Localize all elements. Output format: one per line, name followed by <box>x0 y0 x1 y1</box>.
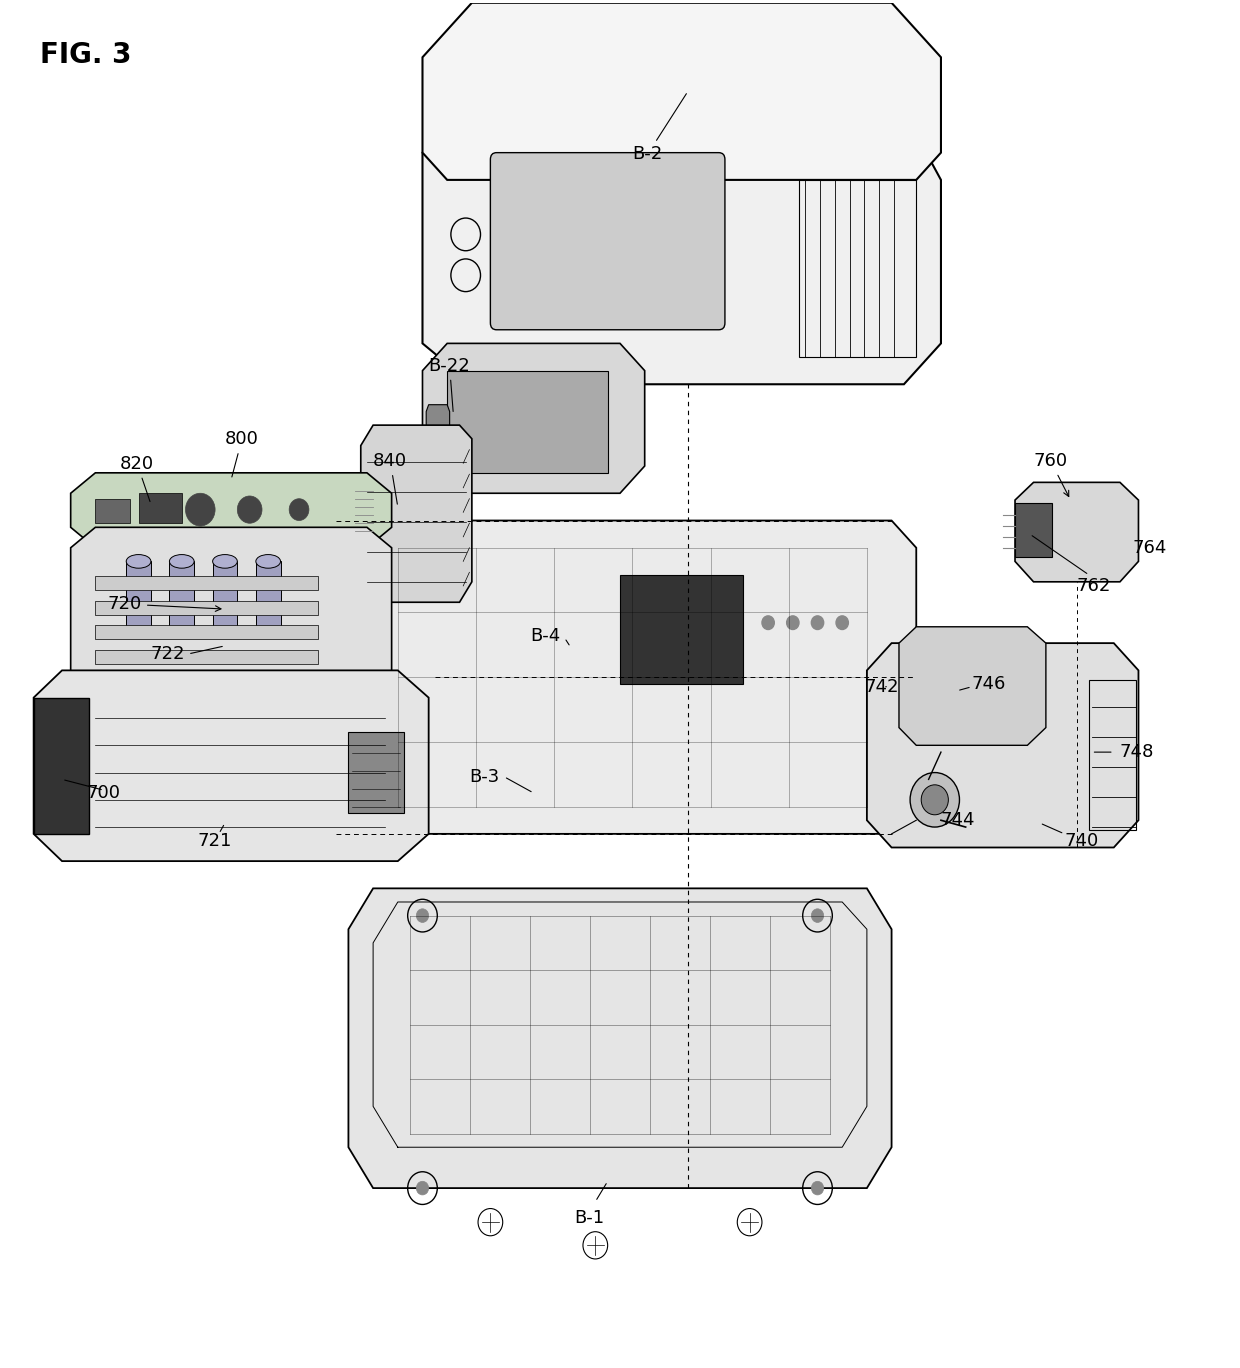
Circle shape <box>417 908 429 922</box>
Bar <box>95 650 317 663</box>
Text: 840: 840 <box>373 451 407 505</box>
Text: B-1: B-1 <box>574 1209 604 1227</box>
Polygon shape <box>423 343 645 494</box>
Bar <box>1016 503 1052 557</box>
Text: 721: 721 <box>198 832 232 850</box>
Circle shape <box>237 497 262 523</box>
Polygon shape <box>423 3 941 181</box>
Polygon shape <box>1016 483 1138 581</box>
Ellipse shape <box>126 554 151 568</box>
Bar <box>126 561 151 636</box>
Bar <box>255 561 280 636</box>
Bar <box>348 732 404 814</box>
Bar <box>170 561 195 636</box>
Text: 748: 748 <box>1120 743 1154 761</box>
Polygon shape <box>867 643 1138 848</box>
Ellipse shape <box>212 554 237 568</box>
Circle shape <box>811 616 823 629</box>
Circle shape <box>289 499 309 520</box>
Circle shape <box>836 616 848 629</box>
Polygon shape <box>33 670 429 860</box>
Polygon shape <box>71 473 392 547</box>
Polygon shape <box>71 527 392 705</box>
Bar <box>620 575 744 684</box>
Ellipse shape <box>170 554 195 568</box>
Bar <box>448 371 608 473</box>
Text: 700: 700 <box>87 784 120 802</box>
FancyBboxPatch shape <box>490 153 725 330</box>
Bar <box>212 561 237 636</box>
Ellipse shape <box>255 554 280 568</box>
Text: 800: 800 <box>224 430 259 477</box>
Circle shape <box>811 908 823 922</box>
Text: 744: 744 <box>941 811 976 829</box>
Text: FIG. 3: FIG. 3 <box>40 41 131 68</box>
Text: B-3: B-3 <box>470 767 500 785</box>
Polygon shape <box>336 520 916 834</box>
Bar <box>1089 680 1136 830</box>
Circle shape <box>811 1182 823 1194</box>
Text: B-2: B-2 <box>632 93 687 163</box>
Text: B-22: B-22 <box>429 357 470 412</box>
Text: 740: 740 <box>1064 832 1099 850</box>
Text: B-4: B-4 <box>529 628 560 646</box>
Polygon shape <box>348 888 892 1187</box>
Bar <box>139 494 182 523</box>
Polygon shape <box>427 405 450 446</box>
Circle shape <box>761 616 774 629</box>
Text: 742: 742 <box>864 677 899 696</box>
Text: 762: 762 <box>1076 577 1111 595</box>
Text: 720: 720 <box>108 595 221 613</box>
Text: 820: 820 <box>120 454 154 502</box>
Ellipse shape <box>921 785 949 815</box>
Text: 746: 746 <box>972 674 1006 694</box>
Bar <box>95 499 130 523</box>
Circle shape <box>786 616 799 629</box>
Bar <box>799 181 916 357</box>
Circle shape <box>417 1182 429 1194</box>
Ellipse shape <box>910 773 960 828</box>
Bar <box>95 625 317 639</box>
Bar <box>33 698 89 834</box>
Text: 760: 760 <box>1033 451 1069 497</box>
Text: 764: 764 <box>1132 539 1167 557</box>
Polygon shape <box>361 425 472 602</box>
Text: 722: 722 <box>151 646 186 663</box>
Bar <box>95 576 317 590</box>
Circle shape <box>186 494 215 525</box>
Polygon shape <box>899 627 1045 746</box>
Bar <box>95 601 317 614</box>
Polygon shape <box>423 112 941 384</box>
